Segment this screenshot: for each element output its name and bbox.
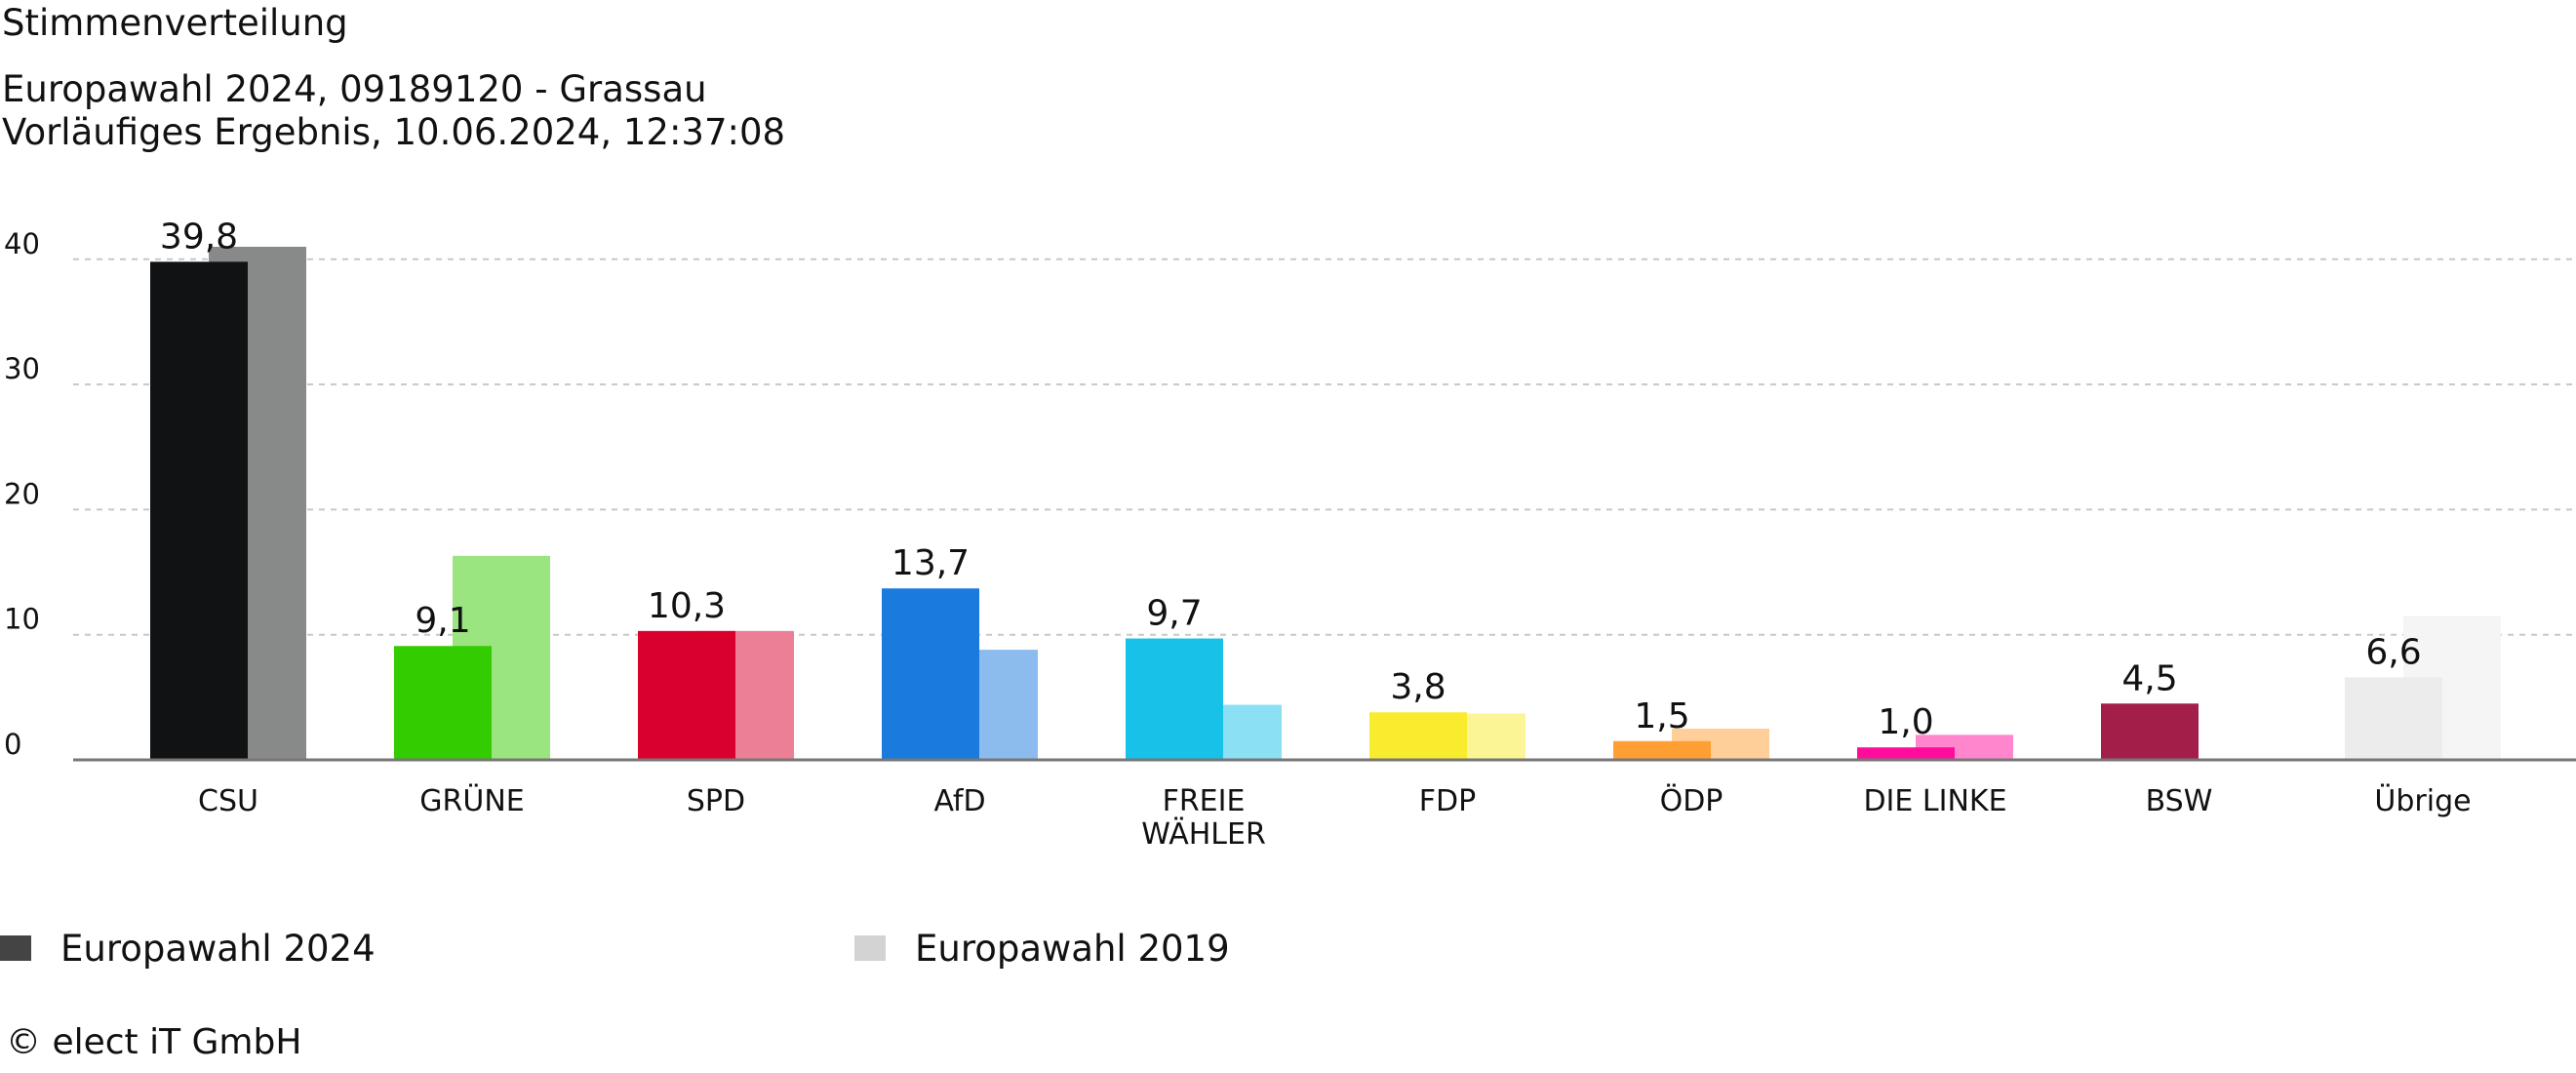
x-tick-label: BSW (2146, 784, 2213, 818)
x-tick-label: ÖDP (1660, 783, 1724, 818)
chart-subtitle-status: Vorläufiges Ergebnis, 10.06.2024, 12:37:… (2, 111, 786, 153)
x-tick-label: SPD (687, 784, 745, 818)
bar-2024 (1126, 638, 1223, 760)
bar-2024 (1369, 712, 1467, 760)
bar-2024 (882, 588, 979, 760)
legend-item-2019: Europawahl 2019 (854, 921, 1230, 975)
bar-2024 (150, 261, 248, 760)
data-label-2024: 13,7 (892, 543, 970, 583)
x-tick-label: GRÜNE (419, 783, 524, 818)
bar-2024 (394, 646, 492, 760)
chart-title: Stimmenverteilung (2, 2, 348, 44)
legend-label-2024: Europawahl 2024 (60, 927, 376, 970)
data-label-2024: 9,1 (415, 601, 470, 641)
data-label-2024: 39,8 (160, 217, 238, 257)
y-tick-label: 10 (4, 603, 40, 636)
x-tick-label: Übrige (2374, 783, 2471, 818)
y-tick-label: 0 (4, 728, 21, 761)
bar-2024 (1857, 747, 1955, 760)
bar-2024 (2101, 703, 2199, 760)
data-label-2024: 4,5 (2121, 658, 2177, 698)
grid-lines (73, 258, 2576, 636)
y-tick-label: 30 (4, 352, 40, 385)
bars: 39,8 9,1 10,3 13,7 9,7 3,8 1,5 1,0 4,5 6,6 (150, 217, 2501, 761)
x-tick-label: AfD (933, 784, 985, 818)
legend-item-2024: Europawahl 2024 (0, 921, 376, 975)
y-tick-label: 20 (4, 477, 40, 510)
x-tick-label: CSU (198, 784, 258, 818)
data-label-2024: 6,6 (2365, 632, 2421, 672)
y-axis-ticks: 0 10 20 30 40 (4, 227, 40, 761)
data-label-2024: 10,3 (648, 586, 726, 626)
legend-label-2019: Europawahl 2019 (915, 927, 1230, 970)
bar-2024 (2345, 677, 2442, 760)
data-label-2024: 9,7 (1146, 594, 1202, 634)
bar-chart: 0 10 20 30 40 39,8 9,1 10,3 13,7 9,7 3,8 1,5 1,0 4,5… (4, 217, 2576, 852)
bar-2024 (638, 630, 735, 760)
x-tick-label: FREIE (1163, 784, 1246, 818)
chart-subtitle-election: Europawahl 2024, 09189120 - Grassau (2, 68, 707, 110)
data-label-2024: 1,5 (1634, 696, 1689, 736)
x-tick-label: DIE LINKE (1863, 784, 2006, 818)
data-label-2024: 3,8 (1390, 667, 1446, 707)
data-label-2024: 1,0 (1878, 702, 1933, 742)
bar-2024 (1613, 740, 1711, 760)
y-tick-label: 40 (4, 227, 40, 260)
x-tick-label: WÄHLER (1141, 816, 1266, 852)
legend-swatch-2024 (0, 935, 31, 961)
x-tick-label: FDP (1419, 784, 1476, 818)
copyright-footer: © elect iT GmbH (6, 1022, 302, 1062)
legend-swatch-2019 (854, 935, 886, 961)
